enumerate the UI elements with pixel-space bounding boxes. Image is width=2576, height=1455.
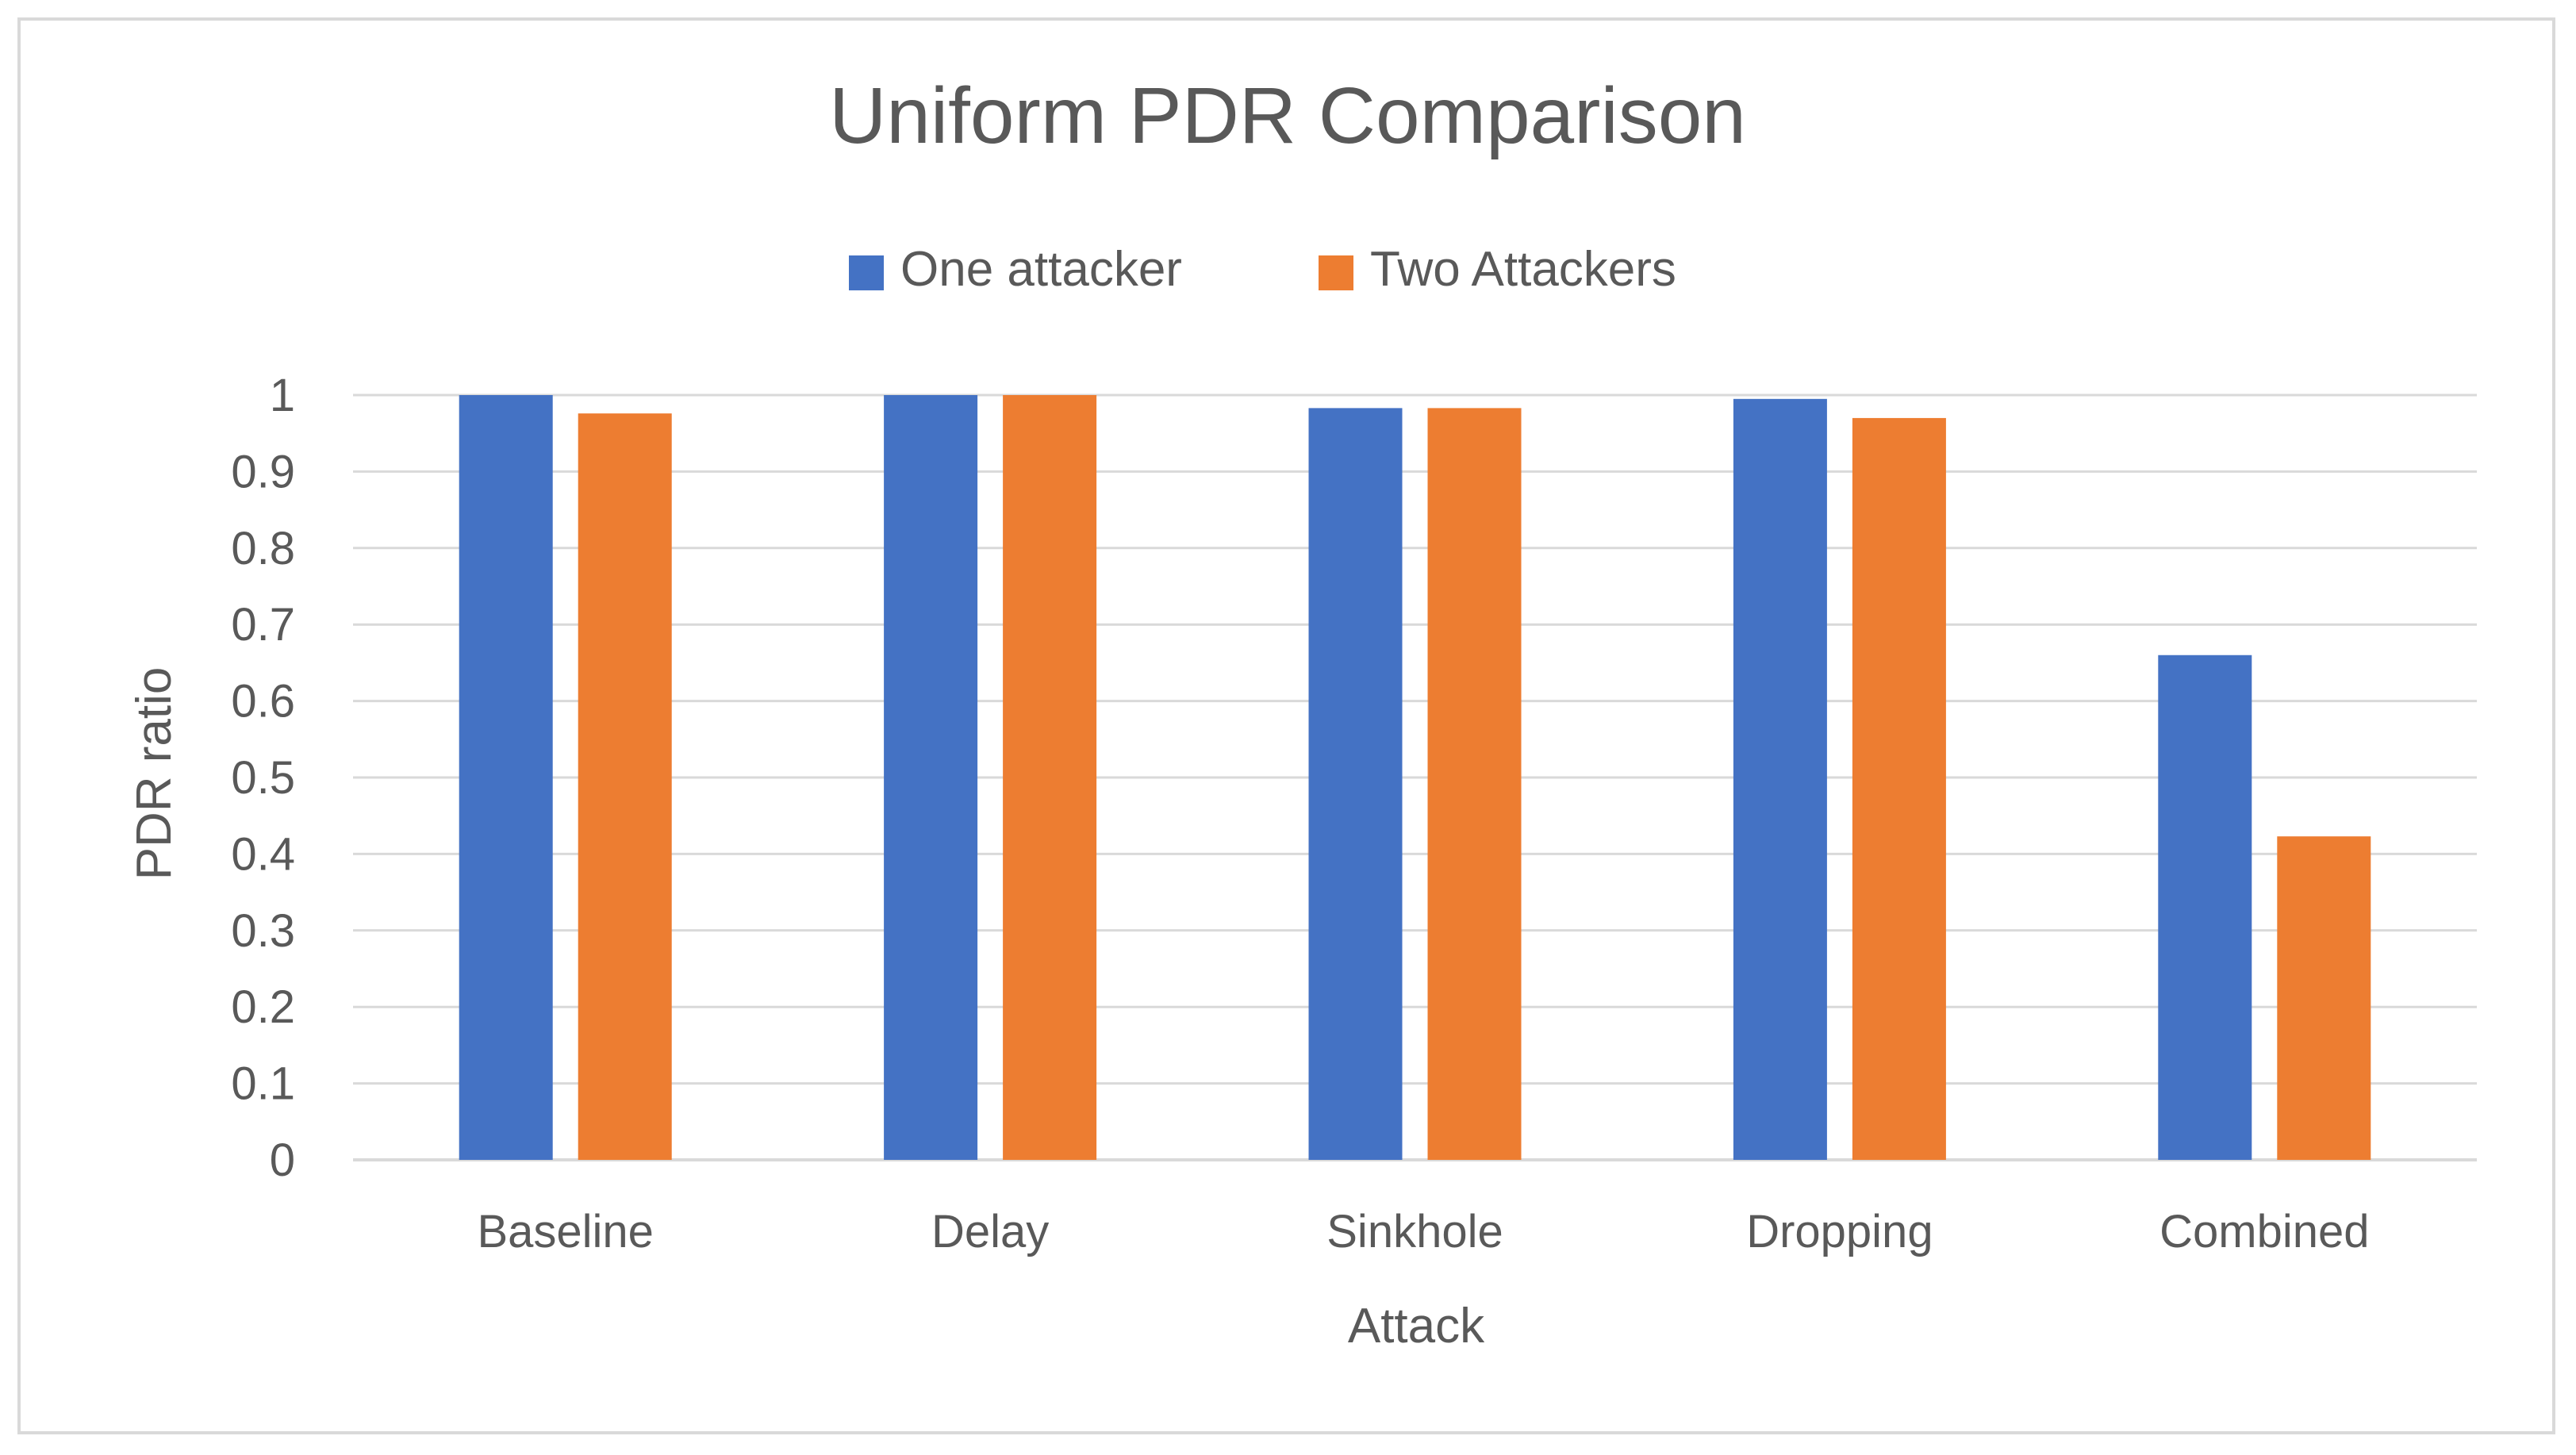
legend-label-two-attackers: Two Attackers: [1370, 242, 1676, 297]
y-tick-label: 1: [270, 370, 295, 421]
bar-two-attackers-baseline: [578, 413, 672, 1160]
x-tick-label-combined: Combined: [2159, 1206, 2369, 1257]
legend-label-one-attacker: One attacker: [900, 242, 1182, 297]
y-axis-title: PDR ratio: [127, 667, 182, 881]
gridlines: [353, 394, 2477, 1161]
legend-swatch-two-attackers: [1319, 255, 1353, 290]
bar-one-attacker-combined: [2158, 655, 2252, 1160]
x-tick-label-delay: Delay: [931, 1206, 1049, 1257]
y-tick-label: 0.2: [231, 981, 295, 1033]
y-tick-label: 0.6: [231, 676, 295, 728]
y-tick-label: 0.9: [231, 446, 295, 497]
bar-one-attacker-delay: [884, 395, 978, 1160]
y-tick-label: 0.3: [231, 905, 295, 957]
y-tick-label: 0.8: [231, 523, 295, 574]
bars: [459, 395, 2371, 1160]
bar-two-attackers-sinkhole: [1427, 408, 1522, 1160]
bar-two-attackers-delay: [1003, 395, 1097, 1160]
bar-one-attacker-baseline: [459, 395, 553, 1160]
bar-two-attackers-dropping: [1852, 417, 1946, 1160]
legend-swatch-one-attacker: [849, 255, 884, 290]
y-tick-label: 0: [270, 1134, 295, 1186]
x-axis-title: Attack: [1348, 1299, 1485, 1353]
x-tick-label-sinkhole: Sinkhole: [1326, 1206, 1503, 1257]
legend: One attacker Two Attackers: [849, 242, 1676, 297]
bar-two-attackers-combined: [2277, 836, 2371, 1160]
y-tick-label: 0.4: [231, 828, 295, 880]
chart-title: Uniform PDR Comparison: [829, 71, 1746, 160]
y-tick-label: 0.5: [231, 752, 295, 804]
x-tick-label-baseline: Baseline: [477, 1206, 653, 1257]
bar-one-attacker-dropping: [1733, 398, 1827, 1160]
y-tick-label: 0.7: [231, 599, 295, 651]
chart-frame: [17, 17, 2555, 1434]
y-axis-ticks: 0 0.1 0.2 0.3 0.4 0.5 0.6 0.7 0.8 0.9 1: [231, 370, 295, 1186]
bar-one-attacker-sinkhole: [1308, 408, 1403, 1160]
x-axis-ticks: Baseline Delay Sinkhole Dropping Combined: [477, 1206, 2369, 1257]
y-tick-label: 0.1: [231, 1058, 295, 1110]
x-tick-label-dropping: Dropping: [1746, 1206, 1933, 1257]
